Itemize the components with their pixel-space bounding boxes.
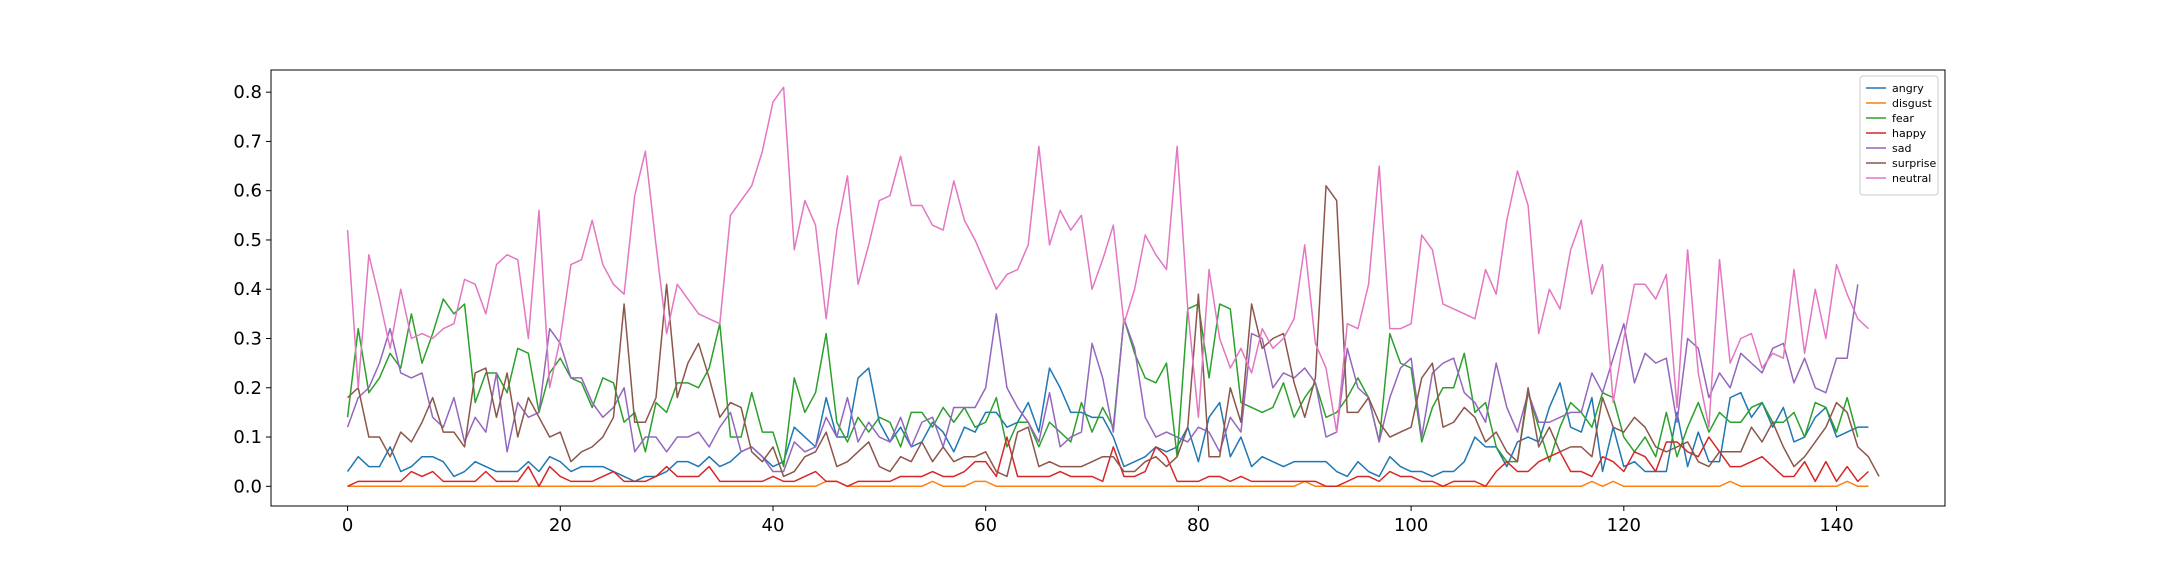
series-line-sad — [346, 284, 1859, 473]
x-axis: 0 20 40 60 80 100 120 140 — [342, 506, 1854, 536]
legend-label-disgust: disgust — [1892, 97, 1932, 110]
x-tick-label: 120 — [1607, 515, 1641, 536]
y-tick-label: 0.3 — [233, 328, 262, 349]
x-tick-label: 80 — [1187, 515, 1210, 536]
y-tick-label: 0.7 — [233, 131, 262, 152]
x-tick-label: 40 — [762, 515, 785, 536]
legend-label-angry: angry — [1892, 82, 1924, 95]
series-layer — [346, 86, 1880, 488]
legend-label-neutral: neutral — [1892, 172, 1931, 185]
series-line-neutral — [346, 86, 1869, 433]
legend-box — [1859, 75, 1939, 196]
legend-label-fear: fear — [1892, 112, 1914, 125]
series-line-angry — [346, 367, 1869, 483]
legend: angry disgust fear happy sad surprise neutral — [1859, 75, 1939, 196]
y-tick-label: 0.5 — [233, 230, 262, 251]
series-line-fear — [346, 298, 1859, 468]
x-tick-label: 140 — [1819, 515, 1853, 536]
plot-frame — [270, 69, 1946, 507]
series-line-surprise — [347, 185, 1880, 478]
y-tick-label: 0.1 — [233, 427, 262, 448]
y-tick-label: 0.6 — [233, 181, 262, 202]
legend-label-happy: happy — [1892, 127, 1927, 140]
x-tick-label: 60 — [974, 515, 997, 536]
y-axis: 0.0 0.1 0.2 0.3 0.4 0.5 0.6 0.7 0.8 — [233, 82, 271, 497]
y-tick-label: 0.4 — [233, 279, 262, 300]
series-line-happy — [347, 436, 1869, 488]
legend-label-sad: sad — [1892, 142, 1911, 155]
y-tick-label: 0.0 — [233, 476, 262, 497]
x-tick-label: 0 — [342, 515, 353, 536]
legend-label-surprise: surprise — [1892, 157, 1937, 170]
series-line-disgust — [347, 480, 1869, 488]
x-tick-label: 20 — [549, 515, 572, 536]
x-tick-label: 100 — [1394, 515, 1428, 536]
y-tick-label: 0.8 — [233, 82, 262, 103]
y-tick-label: 0.2 — [233, 378, 262, 399]
